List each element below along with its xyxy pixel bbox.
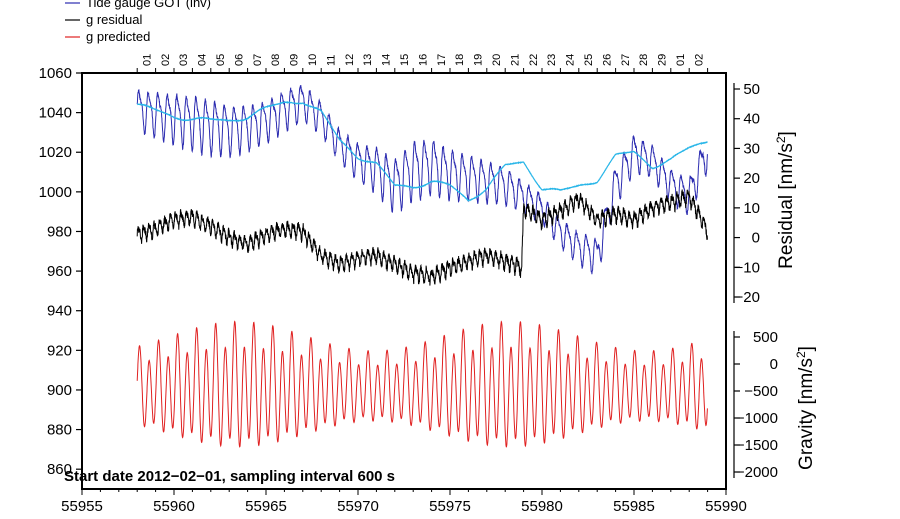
top-day-label: 28 (638, 54, 650, 66)
gravity-tick-label: 500 (753, 329, 778, 346)
left-tick-label: 1060 (39, 65, 72, 82)
series-line-g-residual (136, 189, 708, 286)
residual-axis-title-close: ] (776, 131, 797, 136)
top-day-label: 11 (325, 55, 337, 66)
top-day-label: 03 (178, 54, 190, 66)
left-tick-label: 920 (47, 342, 72, 359)
left-tick-label: 900 (47, 382, 72, 399)
top-day-label: 26 (601, 54, 613, 66)
left-tick-label: 1000 (39, 184, 72, 201)
gravity-axis-title-text: Gravity [nm/s (796, 358, 817, 470)
top-day-label: 19 (473, 54, 485, 66)
residual-tick-label: −20 (735, 289, 760, 306)
bottom-axis: 55955 55960 55965 55970 55975 55980 55985 55990 (61, 489, 747, 515)
left-tick-label: 1020 (39, 144, 72, 161)
right-axis-gravity: −2000 −1500 −1000 −500 0 500 (733, 329, 778, 481)
top-axis-day-labels: 01 02 03 04 05 06 07 08 09 10 11 12 13 14 15 16 17 18 19 20… (136, 54, 709, 73)
bottom-tick-label: 55990 (705, 498, 747, 515)
start-date-annotation: Start date 2012−02−01, sampling interval… (64, 468, 395, 485)
residual-tick-label: 20 (743, 170, 760, 187)
top-day-label: 14 (381, 54, 393, 66)
residual-axis-title: Residual [nm/s2] (774, 131, 797, 269)
top-day-label: 25 (583, 54, 595, 66)
gravity-tick-label: −500 (744, 383, 778, 400)
gravity-axis-title: Gravity [nm/s2] (794, 346, 817, 470)
legend-label-tide-gauge: Tide gauge GOT (inv) (86, 0, 211, 10)
bottom-tick-label: 55955 (61, 498, 103, 515)
left-tick-label: 940 (47, 303, 72, 320)
residual-tick-label: 50 (743, 81, 760, 98)
bottom-tick-label: 55965 (245, 498, 287, 515)
left-tick-label: 880 (47, 422, 72, 439)
top-day-label: 15 (399, 54, 411, 66)
top-day-label: 27 (620, 54, 632, 66)
top-day-label: 01 (675, 54, 687, 66)
gravity-axis-title-close: ] (796, 346, 817, 351)
residual-tick-label: 10 (743, 200, 760, 217)
gravity-tick-label: −1000 (736, 410, 778, 427)
residual-tick-label: 30 (743, 140, 760, 157)
left-tick-label: 980 (47, 223, 72, 240)
top-day-label: 05 (215, 54, 227, 66)
top-day-label: 02 (160, 54, 172, 66)
top-day-label: 23 (546, 54, 558, 66)
top-day-label: 18 (454, 54, 466, 66)
top-day-label: 01 (141, 54, 153, 66)
residual-tick-label: 40 (743, 111, 760, 128)
residual-tick-label: 0 (752, 230, 760, 247)
legend-label-g-residual: g residual (86, 12, 142, 27)
bottom-tick-label: 55980 (521, 498, 563, 515)
top-day-label: 22 (528, 54, 540, 66)
gravity-axis-title-sup: 2 (794, 351, 808, 358)
top-day-label: 21 (509, 54, 521, 66)
residual-axis-title-sup: 2 (774, 136, 788, 143)
top-day-label: 20 (491, 54, 503, 66)
top-day-label: 04 (197, 54, 209, 66)
bottom-tick-label: 55985 (613, 498, 655, 515)
bottom-tick-label: 55970 (337, 498, 379, 515)
bottom-tick-label: 55975 (429, 498, 471, 515)
series-line-g-predicted (136, 320, 708, 448)
bottom-tick-label: 55960 (153, 498, 195, 515)
series-line-tide-gauge-smoothed (136, 101, 708, 202)
top-day-label: 02 (693, 54, 705, 66)
top-day-label: 08 (270, 54, 282, 66)
left-axis: 860 880 900 920 940 960 980 1000 1020 1040 1060 (39, 65, 82, 478)
gravity-tick-label: −1500 (736, 437, 778, 454)
series-line-tide-gauge (136, 84, 708, 275)
top-day-label: 17 (436, 54, 448, 66)
left-tick-label: 860 (47, 461, 72, 478)
top-day-label: 29 (657, 54, 669, 66)
legend: Tide gauge GOT (inv) g residual g predic… (65, 0, 211, 44)
top-day-label: 10 (307, 54, 319, 66)
top-day-label: 06 (233, 54, 245, 66)
plot-frame (81, 72, 727, 490)
series-layer (136, 84, 708, 448)
residual-tick-label: −10 (735, 259, 760, 276)
top-day-label: 09 (289, 54, 301, 66)
gravity-tick-label: 0 (770, 356, 778, 373)
left-tick-label: 1040 (39, 105, 72, 122)
gravity-tick-label: −2000 (736, 464, 778, 481)
residual-axis-title-text: Residual [nm/s (776, 143, 797, 269)
top-day-label: 07 (252, 54, 264, 66)
top-day-label: 16 (417, 54, 429, 66)
right-axis-residual: −20 −10 0 10 20 30 40 50 (733, 81, 760, 306)
legend-label-g-predicted: g predicted (86, 29, 150, 44)
top-day-label: 24 (565, 54, 577, 66)
top-day-label: 12 (344, 54, 356, 66)
top-day-label: 13 (362, 54, 374, 66)
left-tick-label: 960 (47, 263, 72, 280)
